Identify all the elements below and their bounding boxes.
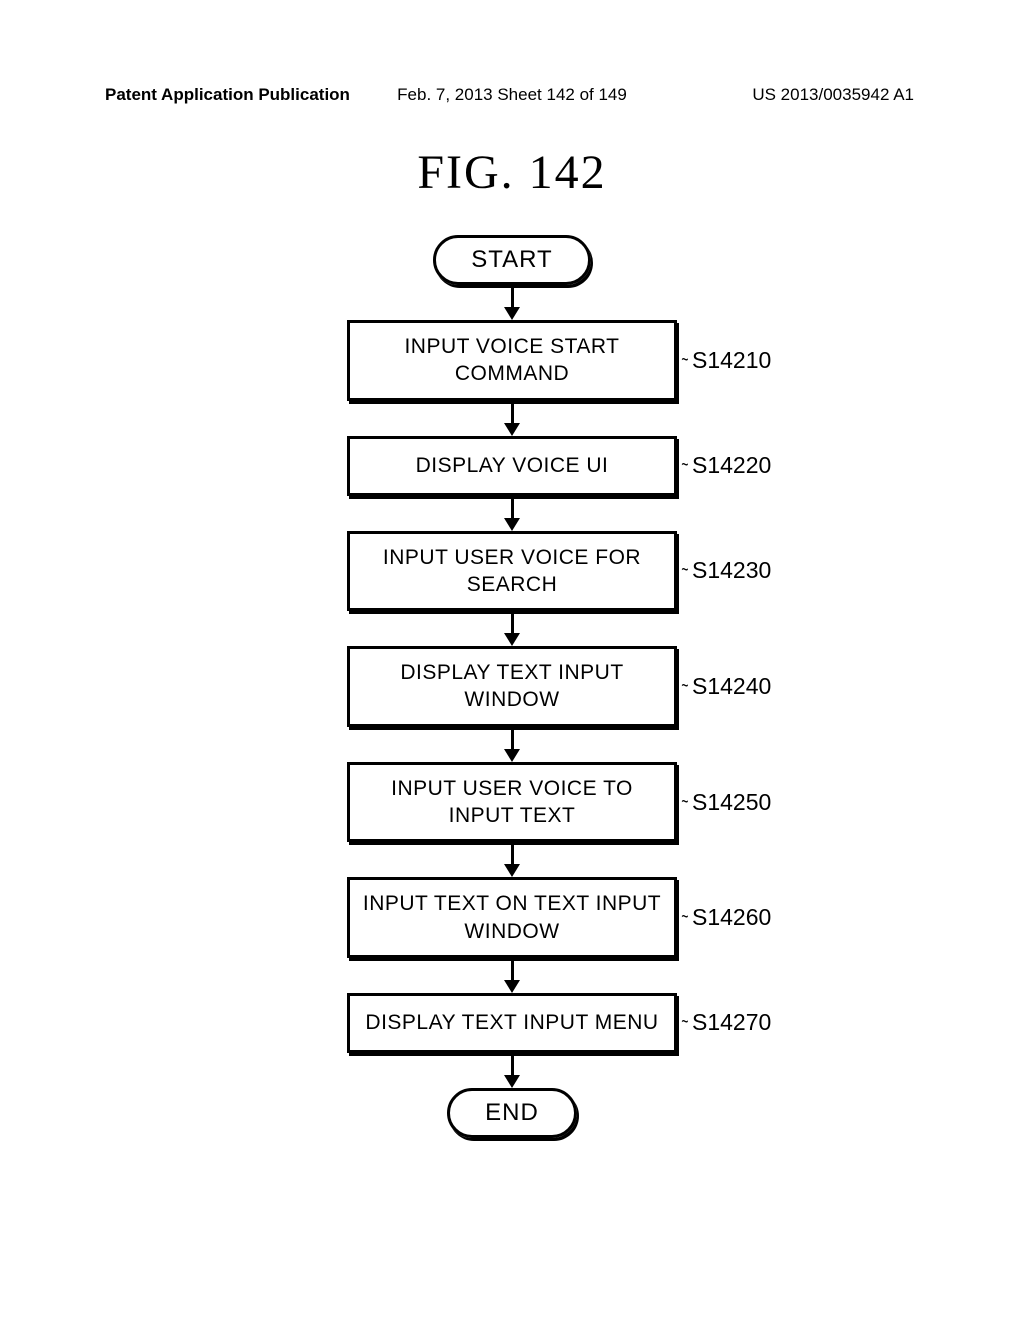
header-right: US 2013/0035942 A1: [752, 85, 914, 105]
arrow: [504, 1053, 520, 1088]
process-box: DISPLAY TEXT INPUT MENU: [347, 993, 677, 1053]
connector-icon: ~: [681, 675, 688, 698]
arrow: [504, 285, 520, 320]
header-left: Patent Application Publication: [105, 85, 350, 105]
connector-icon: ~: [681, 906, 688, 929]
end-terminator: END: [447, 1088, 577, 1138]
process-box: INPUT TEXT ON TEXT INPUT WINDOW: [347, 877, 677, 958]
connector-icon: ~: [681, 559, 688, 582]
figure-title: FIG. 142: [417, 145, 606, 200]
arrow: [504, 496, 520, 531]
process-box: INPUT USER VOICE FOR SEARCH: [347, 531, 677, 612]
step-label: S14210: [692, 347, 771, 374]
step-label: S14250: [692, 789, 771, 816]
connector-icon: ~: [681, 349, 688, 372]
step-label: S14220: [692, 452, 771, 479]
step-label: S14270: [692, 1009, 771, 1036]
step-row: INPUT USER VOICE FOR SEARCH ~ S14230: [347, 531, 677, 612]
process-box: INPUT USER VOICE TO INPUT TEXT: [347, 762, 677, 843]
flowchart: START INPUT VOICE START COMMAND ~ S14210…: [347, 235, 677, 1138]
step-row: DISPLAY TEXT INPUT MENU ~ S14270: [347, 993, 677, 1053]
process-box: INPUT VOICE START COMMAND: [347, 320, 677, 401]
step-row: INPUT VOICE START COMMAND ~ S14210: [347, 320, 677, 401]
step-row: INPUT TEXT ON TEXT INPUT WINDOW ~ S14260: [347, 877, 677, 958]
step-label: S14230: [692, 557, 771, 584]
arrow: [504, 842, 520, 877]
connector-icon: ~: [681, 791, 688, 814]
page-header: Patent Application Publication Feb. 7, 2…: [0, 85, 1024, 105]
step-label: S14240: [692, 673, 771, 700]
process-box: DISPLAY VOICE UI: [347, 436, 677, 496]
process-box: DISPLAY TEXT INPUT WINDOW: [347, 646, 677, 727]
start-terminator: START: [433, 235, 590, 285]
connector-icon: ~: [681, 1011, 688, 1034]
step-row: DISPLAY VOICE UI ~ S14220: [347, 436, 677, 496]
arrow: [504, 958, 520, 993]
step-row: INPUT USER VOICE TO INPUT TEXT ~ S14250: [347, 762, 677, 843]
step-row: DISPLAY TEXT INPUT WINDOW ~ S14240: [347, 646, 677, 727]
header-center: Feb. 7, 2013 Sheet 142 of 149: [397, 85, 627, 105]
connector-icon: ~: [681, 454, 688, 477]
arrow: [504, 401, 520, 436]
arrow: [504, 727, 520, 762]
step-label: S14260: [692, 904, 771, 931]
arrow: [504, 611, 520, 646]
